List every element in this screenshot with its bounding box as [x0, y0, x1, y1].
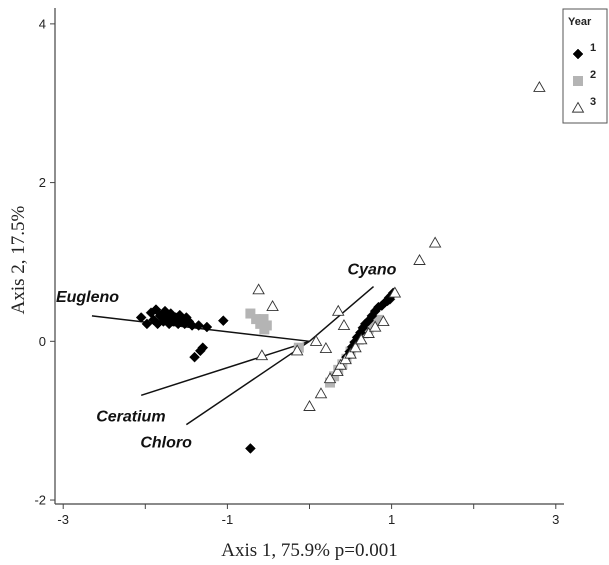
data-point-year-3 — [354, 333, 368, 345]
x-tick-label: -1 — [222, 512, 234, 527]
vector-ceratium — [140, 340, 310, 396]
data-point-year-3 — [428, 236, 442, 248]
data-points — [135, 80, 546, 454]
data-point-year-3 — [337, 319, 351, 331]
data-point-year-3 — [319, 342, 333, 354]
vector-chloro — [185, 340, 310, 426]
data-point-year-1 — [135, 312, 147, 323]
data-point-year-3 — [349, 341, 362, 353]
data-point-year-3 — [377, 315, 390, 327]
data-point-year-3 — [309, 334, 323, 346]
data-point-year-2 — [258, 314, 269, 325]
data-point-year-2 — [373, 314, 384, 325]
data-point-year-1 — [193, 320, 205, 331]
data-point-year-3 — [323, 372, 337, 384]
data-point-year-3 — [252, 283, 265, 295]
axes: -3 -1 1 3 -2 0 2 4 — [34, 8, 564, 527]
vector-label-ceratium: Ceratium — [96, 408, 165, 425]
legend-title: Year — [568, 16, 592, 28]
x-tick-label: 1 — [388, 512, 395, 527]
y-axis-title: Axis 2, 17.5% — [8, 205, 29, 314]
data-point-year-3 — [533, 80, 546, 92]
data-point-year-3 — [339, 353, 352, 365]
vector-label-cyano: Cyano — [348, 262, 397, 279]
data-point-year-3 — [303, 399, 316, 411]
legend-label-3: 3 — [590, 96, 596, 108]
legend-label-1: 1 — [590, 42, 596, 54]
data-point-year-3 — [344, 347, 357, 359]
data-point-year-3 — [331, 304, 345, 316]
y-tick-label: 0 — [39, 334, 46, 349]
x-tick-label: 3 — [552, 512, 559, 527]
data-point-year-1 — [384, 293, 396, 305]
data-point-year-3 — [388, 286, 402, 298]
data-point-year-3 — [255, 349, 269, 361]
data-point-year-3 — [334, 358, 347, 370]
vector-label-eugleno: Eugleno — [56, 289, 119, 306]
x-tick-label: -3 — [57, 512, 69, 527]
data-point-year-3 — [290, 344, 304, 356]
data-point-year-1 — [150, 304, 162, 315]
legend: Year 1 2 3 — [562, 8, 608, 124]
data-point-year-3 — [266, 299, 279, 311]
data-point-year-3 — [368, 320, 382, 332]
data-point-year-2 — [245, 308, 256, 319]
data-point-year-1 — [141, 318, 153, 330]
y-tick-label: 4 — [39, 16, 46, 31]
data-point-year-1 — [197, 342, 209, 354]
legend-box — [562, 8, 608, 124]
data-point-year-1 — [217, 315, 229, 327]
data-point-year-3 — [331, 365, 344, 377]
data-point-year-1 — [201, 321, 213, 333]
y-tick-label: 2 — [39, 175, 46, 190]
data-point-year-1 — [245, 443, 256, 454]
legend-items: 1 2 3 — [571, 42, 596, 113]
legend-marker-3 — [571, 101, 585, 113]
legend-label-2: 2 — [590, 69, 596, 81]
data-point-year-2 — [329, 371, 340, 382]
data-point-year-1 — [189, 351, 200, 363]
data-point-year-3 — [362, 326, 375, 338]
legend-marker-1 — [572, 48, 584, 60]
legend-marker-2 — [573, 76, 583, 86]
y-tick-label: -2 — [34, 493, 46, 508]
vector-label-chloro: Chloro — [140, 435, 192, 452]
data-point-year-2 — [259, 324, 270, 335]
data-point-year-3 — [314, 387, 328, 399]
data-point-year-3 — [413, 253, 426, 265]
x-axis-title: Axis 1, 75.9% p=0.001 — [221, 540, 397, 561]
